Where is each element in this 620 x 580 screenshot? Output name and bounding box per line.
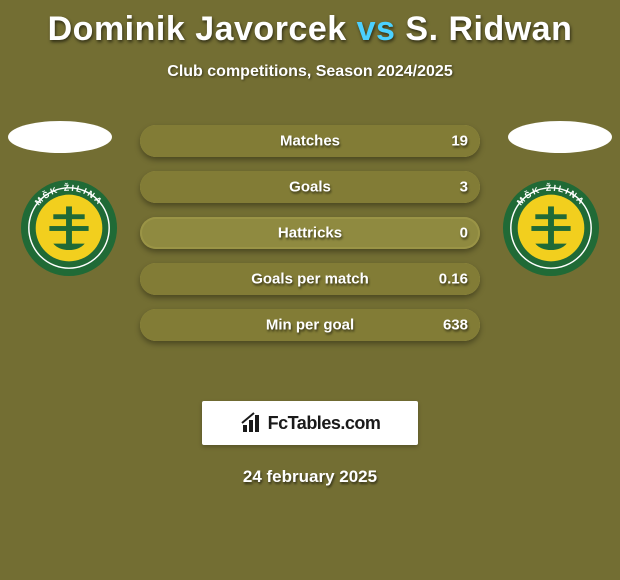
- brand-box[interactable]: FcTables.com: [202, 401, 418, 445]
- stat-label: Hattricks: [278, 225, 342, 242]
- stats-arena: MŠK ŽILINA MŠK ŽILINA Matches 19 Goals 3 Hat…: [0, 121, 620, 381]
- stat-value-right: 3: [460, 179, 468, 196]
- player2-club-crest: MŠK ŽILINA: [502, 179, 600, 277]
- stat-label: Goals: [289, 179, 331, 196]
- page-title: Dominik Javorcek vs S. Ridwan: [0, 0, 620, 49]
- stat-row: Goals per match 0.16: [140, 263, 480, 295]
- stat-value-right: 0: [460, 225, 468, 242]
- stat-value-right: 0.16: [439, 271, 468, 288]
- stat-row: Goals 3: [140, 171, 480, 203]
- date-text: 24 february 2025: [0, 467, 620, 487]
- player2-photo-placeholder: [508, 121, 612, 153]
- vs-word: vs: [357, 10, 396, 48]
- stat-rows: Matches 19 Goals 3 Hattricks 0 Goals per match…: [140, 125, 480, 341]
- stat-row: Hattricks 0: [140, 217, 480, 249]
- stat-value-right: 19: [451, 133, 468, 150]
- stat-label: Goals per match: [251, 271, 369, 288]
- player1-club-crest: MŠK ŽILINA: [20, 179, 118, 277]
- stat-value-right: 638: [443, 317, 468, 334]
- stat-label: Matches: [280, 133, 340, 150]
- player2-name: S. Ridwan: [405, 10, 572, 48]
- stat-row: Matches 19: [140, 125, 480, 157]
- stat-row: Min per goal 638: [140, 309, 480, 341]
- subtitle: Club competitions, Season 2024/2025: [0, 63, 620, 81]
- bar-chart-icon: [240, 411, 264, 435]
- player1-photo-placeholder: [8, 121, 112, 153]
- player1-name: Dominik Javorcek: [48, 10, 347, 48]
- brand-text: FcTables.com: [268, 413, 381, 434]
- stat-label: Min per goal: [266, 317, 354, 334]
